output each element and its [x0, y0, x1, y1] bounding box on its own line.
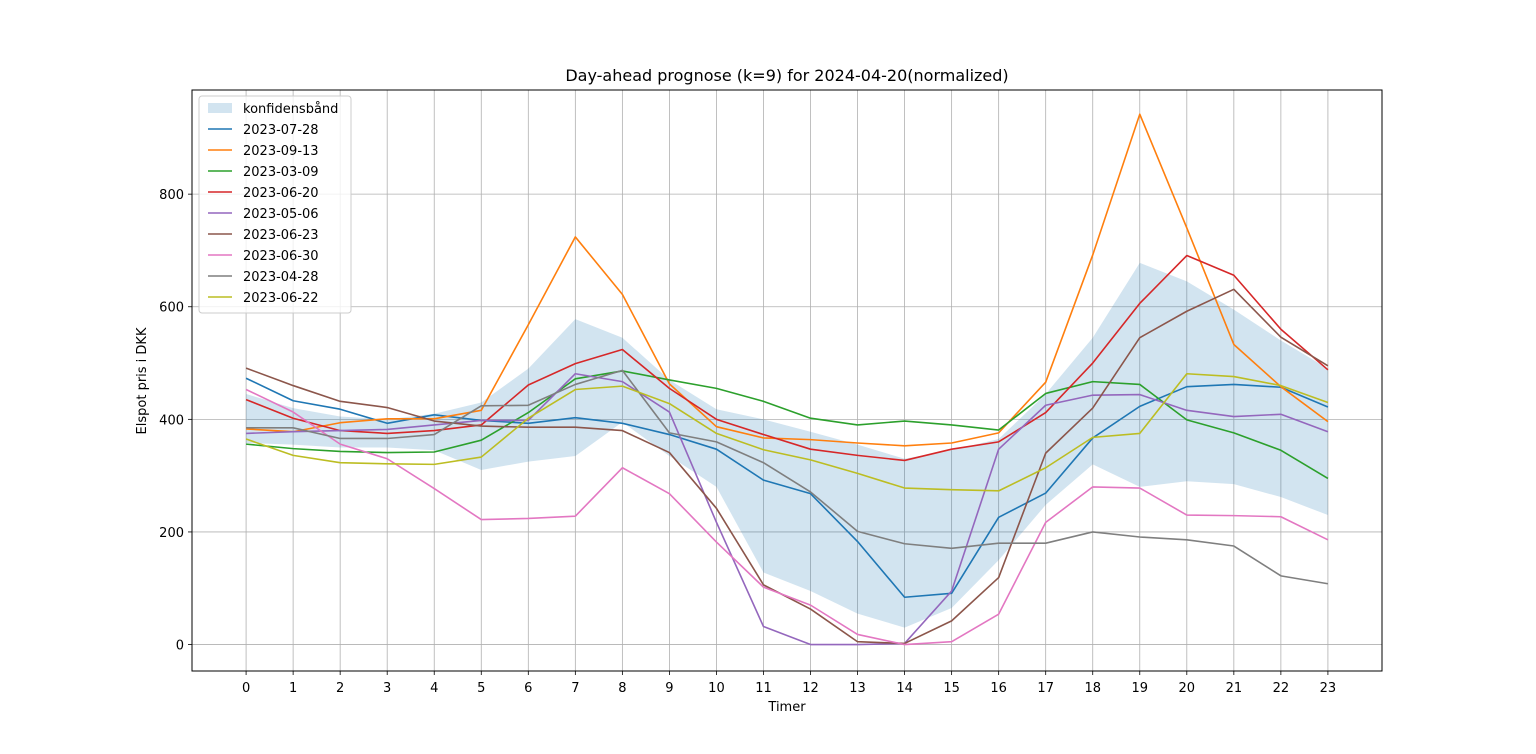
x-tick-label: 2: [336, 681, 344, 696]
legend-label: 2023-07-28: [243, 123, 319, 138]
legend-swatch-band: [208, 103, 232, 113]
x-tick-label: 8: [618, 681, 626, 696]
x-tick-label: 14: [896, 681, 913, 696]
chart-title: Day-ahead prognose (k=9) for 2024-04-20(…: [565, 66, 1008, 85]
series-line-2023-05-06: [246, 372, 1329, 646]
x-tick-label: 20: [1179, 681, 1196, 696]
x-tick-label: 23: [1320, 681, 1337, 696]
legend-label: 2023-04-28: [243, 270, 319, 285]
y-axis-ticks: 0 200 400 600 800: [159, 188, 192, 654]
x-axis-ticks: 0 1 2 3 4 5 6 7 8 9 10 11 12 13 14 15 16 17 18 19 20 21 22 23: [242, 671, 1336, 696]
x-tick-label: 15: [943, 681, 960, 696]
x-tick-label: 0: [242, 681, 250, 696]
x-tick-label: 19: [1131, 681, 1148, 696]
x-tick-label: 21: [1226, 681, 1243, 696]
x-tick-label: 5: [477, 681, 485, 696]
legend-label: 2023-06-23: [243, 228, 319, 243]
legend-box: [198, 95, 352, 314]
legend-label: 2023-06-30: [243, 249, 319, 264]
x-tick-label: 7: [571, 681, 579, 696]
series-line-2023-04-28: [246, 369, 1329, 585]
x-tick-label: 3: [383, 681, 391, 696]
y-tick-label: 200: [159, 526, 184, 541]
legend-label: 2023-03-09: [243, 165, 319, 180]
series-line-2023-06-30: [245, 388, 1329, 646]
x-tick-label: 13: [849, 681, 866, 696]
y-axis-label: Elspot pris i DKK: [135, 327, 150, 434]
series-line-2023-06-20: [245, 254, 1329, 462]
legend-label: 2023-09-13: [243, 144, 319, 159]
x-tick-label: 6: [524, 681, 532, 696]
x-tick-label: 9: [665, 681, 673, 696]
x-tick-label: 22: [1273, 681, 1290, 696]
y-tick-label: 600: [159, 301, 184, 316]
legend-label: konfidensbånd: [243, 102, 338, 117]
x-tick-label: 11: [755, 681, 772, 696]
series-line-2023-03-09: [246, 370, 1329, 480]
y-tick-label: 400: [159, 413, 184, 428]
x-tick-label: 17: [1037, 681, 1054, 696]
legend: konfidensbånd 2023-07-28 2023-09-13 2023-03…: [198, 95, 352, 314]
y-tick-label: 800: [159, 188, 184, 203]
y-tick-label: 0: [176, 639, 184, 654]
legend-label: 2023-05-06: [243, 207, 319, 222]
confidence-band-layer: [246, 262, 1328, 628]
x-tick-label: 12: [802, 681, 819, 696]
series-layer: [245, 113, 1329, 646]
plot-frame: [191, 89, 1383, 672]
confidence-band: [246, 262, 1328, 628]
x-axis-label: Timer: [767, 700, 806, 715]
legend-label: 2023-06-22: [243, 291, 319, 306]
legend-label: 2023-06-20: [243, 186, 319, 201]
x-tick-label: 10: [708, 681, 725, 696]
x-tick-label: 1: [289, 681, 297, 696]
x-tick-label: 18: [1084, 681, 1101, 696]
x-tick-label: 4: [430, 681, 438, 696]
series-line-2023-06-22: [245, 372, 1329, 492]
series-line-2023-07-28: [245, 377, 1329, 599]
x-tick-label: 16: [990, 681, 1007, 696]
